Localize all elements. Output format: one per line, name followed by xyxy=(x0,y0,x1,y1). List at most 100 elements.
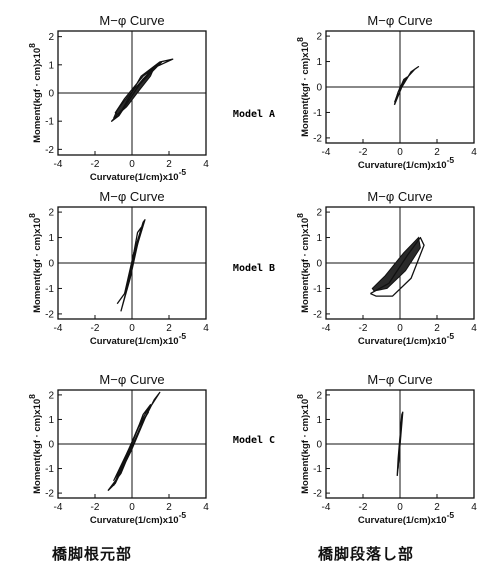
hysteresis-loop-1 xyxy=(116,219,146,305)
model-b-base-chart: M−φ Curve-4 -2 0 2 4-2-1012Curvature(1/cm)x1… xyxy=(27,189,209,347)
hysteresis-loop-2 xyxy=(112,404,152,487)
model-b-step-chart: M−φ Curve-4 -2 0 2 4-2-1012Curvature(1/cm)x1… xyxy=(295,189,477,347)
chart-title: M−φ Curve xyxy=(99,13,164,28)
y-tick-label: -2 xyxy=(45,309,54,320)
x-tick-label: 2 xyxy=(434,323,440,334)
x-tick-label: 4 xyxy=(471,502,477,513)
y-axis-label: Moment(kgf · cm)x108 xyxy=(295,213,311,313)
y-tick-label: -2 xyxy=(313,309,322,320)
model-a-step-chart: M−φ Curve-4 -2 0 2 4-2-1012Curvature(1/cm)x1… xyxy=(295,13,477,171)
y-tick-label: 2 xyxy=(316,390,322,401)
row-label-model-c: Model C xyxy=(233,435,275,446)
x-tick-label: 2 xyxy=(166,323,172,334)
x-tick-label: -2 xyxy=(91,323,100,334)
x-tick-label: -2 xyxy=(91,159,100,170)
x-tick-label: -2 xyxy=(91,502,100,513)
y-tick-label: 0 xyxy=(48,440,54,451)
caption-left: 橋脚根元部 xyxy=(52,545,133,563)
x-tick-label: 2 xyxy=(434,147,440,158)
y-axis-exponent: 8 xyxy=(295,213,305,218)
hysteresis-loop-1 xyxy=(393,65,420,106)
x-tick-label: -2 xyxy=(359,147,368,158)
caption-right: 橋脚段落し部 xyxy=(318,545,415,563)
x-tick-label: 0 xyxy=(397,502,403,513)
y-tick-label: -2 xyxy=(313,489,322,500)
hysteresis-loop-2 xyxy=(120,226,142,312)
y-axis-exponent: 8 xyxy=(27,43,37,48)
x-tick-label: -2 xyxy=(359,323,368,334)
hysteresis-loop-1 xyxy=(111,58,174,122)
y-tick-label: 1 xyxy=(316,233,322,244)
x-tick-label: 0 xyxy=(397,147,403,158)
model-c-base-chart: M−φ Curve-4 -2 0 2 4-2-1012Curvature(1/cm)x1… xyxy=(27,372,209,526)
x-axis-label: Curvature(1/cm)x10-5 xyxy=(358,331,455,347)
y-tick-label: -1 xyxy=(313,464,322,475)
y-tick-label: 1 xyxy=(48,415,54,426)
x-axis-exponent: -5 xyxy=(179,510,187,520)
chart-title: M−φ Curve xyxy=(367,372,432,387)
y-tick-label: 0 xyxy=(316,259,322,270)
x-tick-label: 0 xyxy=(129,502,135,513)
x-axis-exponent: -5 xyxy=(179,331,187,341)
hysteresis-core xyxy=(371,236,421,292)
x-tick-label: 2 xyxy=(434,502,440,513)
chart-title: M−φ Curve xyxy=(99,372,164,387)
x-tick-label: 4 xyxy=(203,323,209,334)
hysteresis-loop-1 xyxy=(396,411,404,476)
y-tick-label: 1 xyxy=(48,233,54,244)
y-tick-label: -2 xyxy=(313,133,322,144)
row-label-model-a: Model A xyxy=(233,109,275,120)
row-label-model-b: Model B xyxy=(233,263,275,274)
y-tick-label: 1 xyxy=(316,415,322,426)
model-a-base-chart: M−φ Curve-4 -2 0 2 4-2-1012Curvature(1/cm)x1… xyxy=(27,13,209,183)
x-tick-label: 2 xyxy=(166,502,172,513)
y-axis-exponent: 8 xyxy=(295,394,305,399)
y-tick-label: 2 xyxy=(48,208,54,219)
x-tick-label: -4 xyxy=(54,159,63,170)
x-axis-exponent: -5 xyxy=(179,167,187,177)
x-axis-label: Curvature(1/cm)x10-5 xyxy=(358,155,455,171)
x-axis-label: Curvature(1/cm)x10-5 xyxy=(90,331,187,347)
chart-title: M−φ Curve xyxy=(99,189,164,204)
x-tick-label: -4 xyxy=(322,502,331,513)
y-axis-label: Moment(kgf · cm)x108 xyxy=(27,43,43,143)
y-tick-label: 0 xyxy=(316,83,322,94)
y-axis-exponent: 8 xyxy=(295,37,305,42)
x-axis-exponent: -5 xyxy=(447,155,455,165)
chart-title: M−φ Curve xyxy=(367,189,432,204)
y-tick-label: 0 xyxy=(316,440,322,451)
y-tick-label: 0 xyxy=(48,259,54,270)
x-tick-label: 0 xyxy=(397,323,403,334)
hysteresis-loop-1 xyxy=(107,391,161,492)
x-axis-label: Curvature(1/cm)x10-5 xyxy=(90,167,187,183)
x-tick-label: 4 xyxy=(471,147,477,158)
y-tick-label: 2 xyxy=(48,390,54,401)
x-tick-label: 2 xyxy=(166,159,172,170)
x-tick-label: -4 xyxy=(322,323,331,334)
y-tick-label: 1 xyxy=(48,60,54,71)
x-tick-label: 4 xyxy=(203,159,209,170)
x-tick-label: 0 xyxy=(129,159,135,170)
y-axis-exponent: 8 xyxy=(27,394,37,399)
y-tick-label: -2 xyxy=(45,489,54,500)
y-axis-label: Moment(kgf · cm)x108 xyxy=(27,394,43,494)
x-tick-label: -4 xyxy=(54,502,63,513)
y-tick-label: -2 xyxy=(45,145,54,156)
y-tick-label: -1 xyxy=(45,464,54,475)
x-tick-label: 4 xyxy=(471,323,477,334)
y-tick-label: 2 xyxy=(316,32,322,43)
model-c-step-chart: M−φ Curve-4 -2 0 2 4-2-1012Curvature(1/cm)x1… xyxy=(295,372,477,526)
y-axis-exponent: 8 xyxy=(27,213,37,218)
y-tick-label: -1 xyxy=(313,284,322,295)
y-tick-label: 2 xyxy=(316,208,322,219)
x-axis-label: Curvature(1/cm)x10-5 xyxy=(358,510,455,526)
x-tick-label: 4 xyxy=(203,502,209,513)
y-tick-label: 1 xyxy=(316,57,322,68)
y-axis-label: Moment(kgf · cm)x108 xyxy=(27,213,43,313)
y-axis-label: Moment(kgf · cm)x108 xyxy=(295,394,311,494)
y-tick-label: 0 xyxy=(48,89,54,100)
hysteresis-loop-1 xyxy=(370,236,425,297)
x-axis-exponent: -5 xyxy=(447,331,455,341)
x-axis-exponent: -5 xyxy=(447,510,455,520)
y-tick-label: -1 xyxy=(313,108,322,119)
